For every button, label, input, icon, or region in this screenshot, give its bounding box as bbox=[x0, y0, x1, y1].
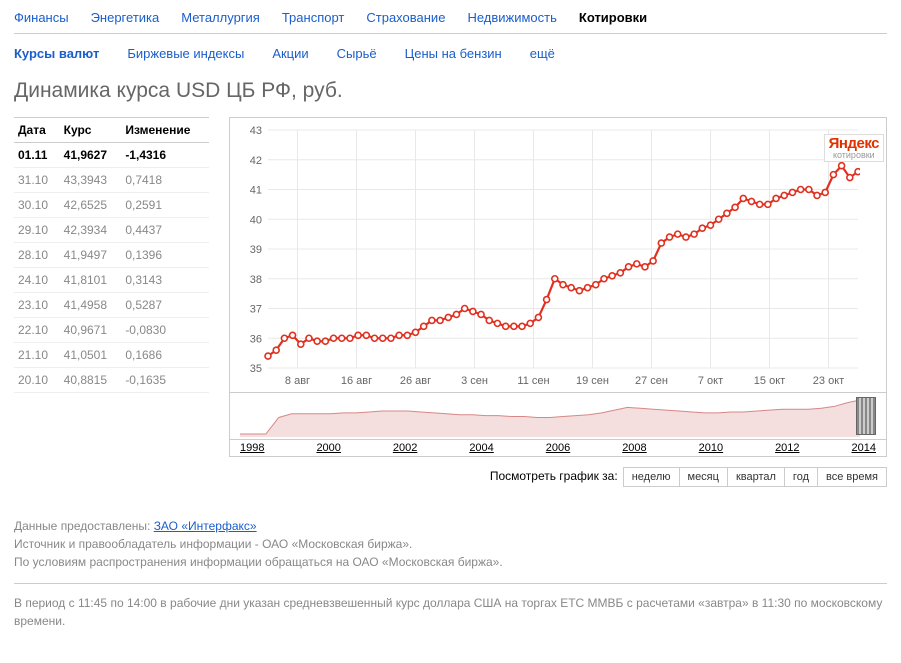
svg-text:19 сен: 19 сен bbox=[576, 375, 609, 386]
range-option[interactable]: год bbox=[784, 467, 818, 487]
table-row[interactable]: 21.1041,05010,1686 bbox=[14, 343, 209, 368]
chart-area[interactable]: Яндекс котировки 35 36 37 38 39 40 41 42 43 8 авг… bbox=[229, 117, 887, 393]
page-title: Динамика курса USD ЦБ РФ, руб. bbox=[14, 79, 887, 103]
main-tab[interactable]: Металлургия bbox=[181, 10, 260, 25]
svg-text:38: 38 bbox=[250, 274, 262, 286]
main-tab[interactable]: Страхование bbox=[366, 10, 445, 25]
main-tabs: Финансы Энергетика Металлургия Транспорт Стр… bbox=[14, 10, 887, 34]
main-tab[interactable]: Котировки bbox=[579, 10, 647, 25]
svg-text:42: 42 bbox=[250, 155, 262, 167]
source-link[interactable]: ЗАО «Интерфакс» bbox=[154, 519, 257, 533]
svg-text:15 окт: 15 окт bbox=[754, 375, 785, 386]
year-tick[interactable]: 2004 bbox=[469, 442, 493, 454]
range-handle[interactable] bbox=[856, 397, 876, 435]
table-row[interactable]: 20.1040,8815-0,1635 bbox=[14, 368, 209, 393]
svg-text:39: 39 bbox=[250, 244, 262, 256]
main-tab[interactable]: Энергетика bbox=[91, 10, 160, 25]
range-option[interactable]: неделю bbox=[623, 467, 680, 487]
year-axis: 1998 2000 2002 2004 2006 2008 2010 2012 2014 bbox=[229, 440, 887, 457]
footer: Данные предоставлены: ЗАО «Интерфакс» Ис… bbox=[14, 517, 887, 630]
svg-text:35: 35 bbox=[250, 363, 262, 375]
year-tick[interactable]: 2014 bbox=[852, 442, 876, 454]
sub-tab[interactable]: Биржевые индексы bbox=[127, 46, 244, 61]
svg-text:8 авг: 8 авг bbox=[285, 375, 310, 386]
table-row[interactable]: 31.1043,39430,7418 bbox=[14, 168, 209, 193]
main-tab[interactable]: Транспорт bbox=[282, 10, 345, 25]
svg-text:16 авг: 16 авг bbox=[341, 375, 372, 386]
sub-tabs: Курсы валют Биржевые индексы Акции Сырьё Цен… bbox=[14, 46, 887, 61]
sub-tab[interactable]: ещё bbox=[530, 46, 555, 61]
year-tick[interactable]: 2002 bbox=[393, 442, 417, 454]
svg-text:41: 41 bbox=[250, 185, 262, 197]
watermark: Яндекс котировки bbox=[824, 134, 884, 162]
main-tab[interactable]: Недвижимость bbox=[467, 10, 556, 25]
year-tick[interactable]: 2012 bbox=[775, 442, 799, 454]
year-tick[interactable]: 2010 bbox=[699, 442, 723, 454]
year-tick[interactable]: 2006 bbox=[546, 442, 570, 454]
table-row[interactable]: 23.1041,49580,5287 bbox=[14, 293, 209, 318]
svg-text:40: 40 bbox=[250, 214, 262, 226]
year-tick[interactable]: 1998 bbox=[240, 442, 264, 454]
table-row[interactable]: 01.1141,9627-1,4316 bbox=[14, 143, 209, 168]
svg-text:43: 43 bbox=[250, 126, 262, 137]
sub-tab[interactable]: Сырьё bbox=[337, 46, 377, 61]
svg-text:3 сен: 3 сен bbox=[461, 375, 488, 386]
range-selector: Посмотреть график за:неделюмесяцкварталг… bbox=[229, 467, 887, 487]
table-row[interactable]: 29.1042,39340,4437 bbox=[14, 218, 209, 243]
main-tab[interactable]: Финансы bbox=[14, 10, 69, 25]
svg-text:23 окт: 23 окт bbox=[813, 375, 844, 386]
range-option[interactable]: квартал bbox=[727, 467, 785, 487]
sub-tab[interactable]: Акции bbox=[272, 46, 308, 61]
year-tick[interactable]: 2000 bbox=[316, 442, 340, 454]
table-row[interactable]: 30.1042,65250,2591 bbox=[14, 193, 209, 218]
svg-text:37: 37 bbox=[250, 304, 262, 316]
year-tick[interactable]: 2008 bbox=[622, 442, 646, 454]
sub-tab[interactable]: Цены на бензин bbox=[405, 46, 502, 61]
svg-text:27 сен: 27 сен bbox=[635, 375, 668, 386]
table-row[interactable]: 22.1040,9671-0,0830 bbox=[14, 318, 209, 343]
svg-text:7 окт: 7 окт bbox=[698, 375, 723, 386]
range-option[interactable]: месяц bbox=[679, 467, 728, 487]
table-row[interactable]: 28.1041,94970,1396 bbox=[14, 243, 209, 268]
rates-table: ДатаКурсИзменение 01.1141,9627-1,431631.… bbox=[14, 117, 209, 393]
sub-tab[interactable]: Курсы валют bbox=[14, 46, 99, 61]
table-row[interactable]: 24.1041,81010,3143 bbox=[14, 268, 209, 293]
svg-text:11 сен: 11 сен bbox=[517, 375, 549, 386]
svg-text:26 авг: 26 авг bbox=[400, 375, 431, 386]
range-option[interactable]: все время bbox=[817, 467, 887, 487]
svg-text:36: 36 bbox=[250, 333, 262, 345]
overview-chart[interactable] bbox=[229, 393, 887, 440]
